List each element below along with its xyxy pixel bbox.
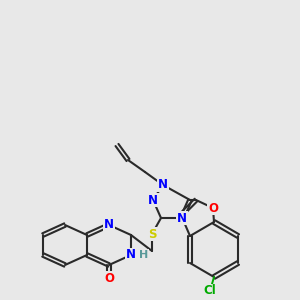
Text: S: S	[148, 227, 156, 241]
Text: N: N	[126, 248, 136, 262]
Text: O: O	[208, 202, 218, 214]
Text: O: O	[104, 272, 114, 284]
Text: N: N	[148, 194, 158, 206]
Text: N: N	[104, 218, 114, 232]
Text: N: N	[177, 212, 187, 224]
Text: H: H	[140, 250, 148, 260]
Text: N: N	[158, 178, 168, 191]
Text: Cl: Cl	[204, 284, 216, 298]
